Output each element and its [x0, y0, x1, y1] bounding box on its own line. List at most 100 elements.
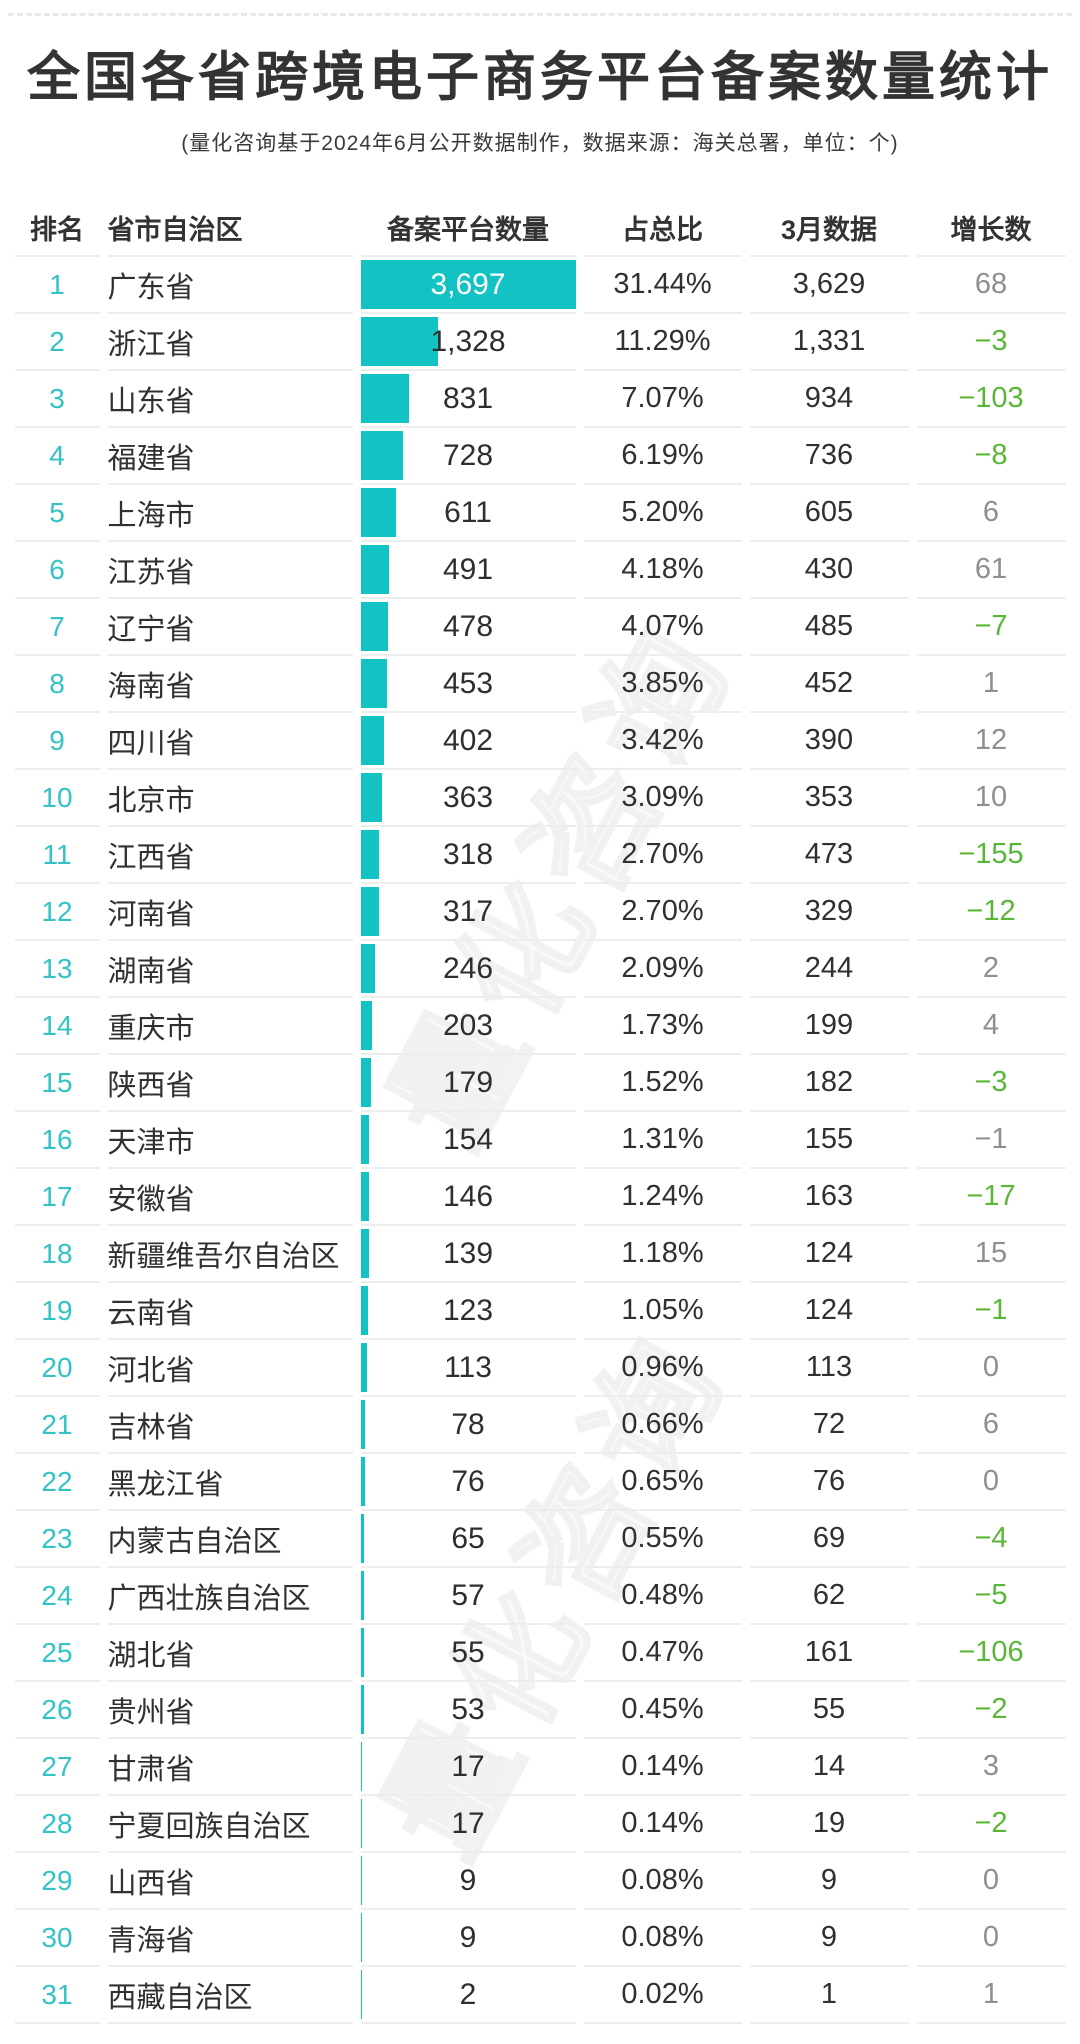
rank-cell: 21 [15, 1397, 100, 1454]
count-cell: 154 [361, 1112, 576, 1169]
rank-cell: 9 [15, 713, 100, 770]
percent-cell: 5.20% [584, 485, 742, 542]
rank-cell: 1 [15, 257, 100, 314]
count-bar [361, 773, 382, 822]
percent-cell: 0.14% [584, 1739, 742, 1796]
march-cell: 155 [750, 1112, 909, 1169]
percent-cell: 1.24% [584, 1169, 742, 1226]
count-cell: 317 [361, 884, 576, 941]
count-bar [361, 431, 403, 480]
table-row: 22 黑龙江省 76 0.65% 76 0 [15, 1454, 1066, 1511]
count-bar [361, 1286, 368, 1335]
growth-cell: 10 [917, 770, 1066, 827]
count-label: 1,328 [430, 325, 505, 358]
count-bar [361, 545, 390, 594]
count-label: 146 [443, 1180, 493, 1213]
percent-cell: 1.73% [584, 998, 742, 1055]
rank-cell: 24 [15, 1568, 100, 1625]
count-label: 317 [443, 895, 493, 928]
growth-cell: −155 [917, 827, 1066, 884]
count-bar [361, 374, 409, 423]
rank-cell: 18 [15, 1226, 100, 1283]
percent-cell: 0.02% [584, 1967, 742, 2024]
march-cell: 1 [750, 1967, 909, 2024]
count-cell: 3,697 [361, 257, 576, 314]
percent-cell: 3.85% [584, 656, 742, 713]
count-label: 363 [443, 781, 493, 814]
rank-cell: 28 [15, 1796, 100, 1853]
count-cell: 57 [361, 1568, 576, 1625]
percent-cell: 0.14% [584, 1796, 742, 1853]
growth-cell: −103 [917, 371, 1066, 428]
growth-cell: 3 [917, 1739, 1066, 1796]
growth-cell: 68 [917, 257, 1066, 314]
march-cell: 9 [750, 1910, 909, 1967]
rank-cell: 3 [15, 371, 100, 428]
table-row: 12 河南省 317 2.70% 329 −12 [15, 884, 1066, 941]
count-cell: 76 [361, 1454, 576, 1511]
rank-cell: 27 [15, 1739, 100, 1796]
count-bar [361, 1457, 365, 1506]
count-label: 53 [451, 1693, 484, 1726]
percent-cell: 7.07% [584, 371, 742, 428]
province-cell: 安徽省 [108, 1169, 353, 1226]
count-label: 57 [451, 1579, 484, 1612]
count-label: 113 [444, 1351, 492, 1384]
percent-cell: 0.96% [584, 1340, 742, 1397]
count-bar [361, 887, 379, 936]
march-cell: 244 [750, 941, 909, 998]
count-cell: 179 [361, 1055, 576, 1112]
count-cell: 478 [361, 599, 576, 656]
march-cell: 124 [750, 1226, 909, 1283]
count-bar [361, 1172, 369, 1221]
rank-cell: 11 [15, 827, 100, 884]
growth-cell: −17 [917, 1169, 1066, 1226]
count-label: 154 [443, 1123, 493, 1156]
rank-cell: 31 [15, 1967, 100, 2024]
province-cell: 新疆维吾尔自治区 [108, 1226, 353, 1283]
column-header-rank: 排名 [15, 200, 100, 257]
percent-cell: 0.08% [584, 1853, 742, 1910]
table-row: 2 浙江省 1,328 11.29% 1,331 −3 [15, 314, 1066, 371]
count-label: 55 [451, 1636, 484, 1669]
page-subtitle: (量化咨询基于2024年6月公开数据制作，数据来源：海关总署，单位：个) [0, 127, 1080, 157]
province-cell: 吉林省 [108, 1397, 353, 1454]
percent-cell: 0.55% [584, 1511, 742, 1568]
table-header-row: 排名 省市自治区 备案平台数量 占总比 3月数据 增长数 [15, 200, 1066, 257]
percent-cell: 11.29% [584, 314, 742, 371]
count-label: 318 [443, 838, 493, 871]
province-cell: 内蒙古自治区 [108, 1511, 353, 1568]
count-cell: 246 [361, 941, 576, 998]
march-cell: 473 [750, 827, 909, 884]
count-bar [361, 944, 375, 993]
march-cell: 124 [750, 1283, 909, 1340]
growth-cell: 0 [917, 1340, 1066, 1397]
count-label: 17 [451, 1750, 484, 1783]
march-cell: 329 [750, 884, 909, 941]
growth-cell: −106 [917, 1625, 1066, 1682]
rank-cell: 23 [15, 1511, 100, 1568]
count-label: 2 [460, 1978, 477, 2011]
percent-cell: 0.45% [584, 1682, 742, 1739]
march-cell: 9 [750, 1853, 909, 1910]
growth-cell: −3 [917, 314, 1066, 371]
rank-cell: 30 [15, 1910, 100, 1967]
count-cell: 78 [361, 1397, 576, 1454]
count-bar [361, 1742, 362, 1791]
province-cell: 宁夏回族自治区 [108, 1796, 353, 1853]
growth-cell: 0 [917, 1853, 1066, 1910]
rank-cell: 19 [15, 1283, 100, 1340]
march-cell: 19 [750, 1796, 909, 1853]
count-bar [361, 830, 379, 879]
count-bar [361, 659, 387, 708]
count-bar [361, 602, 389, 651]
table-row: 18 新疆维吾尔自治区 139 1.18% 124 15 [15, 1226, 1066, 1283]
count-cell: 1,328 [361, 314, 576, 371]
march-cell: 62 [750, 1568, 909, 1625]
province-cell: 西藏自治区 [108, 1967, 353, 2024]
province-cell: 天津市 [108, 1112, 353, 1169]
table-row: 10 北京市 363 3.09% 353 10 [15, 770, 1066, 827]
province-cell: 贵州省 [108, 1682, 353, 1739]
rank-cell: 25 [15, 1625, 100, 1682]
top-dashed-divider [8, 13, 1072, 16]
